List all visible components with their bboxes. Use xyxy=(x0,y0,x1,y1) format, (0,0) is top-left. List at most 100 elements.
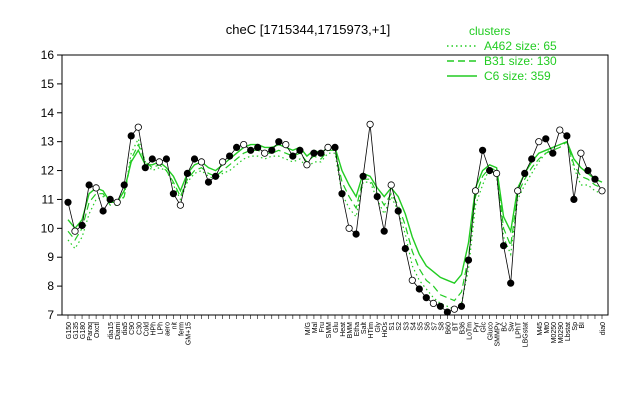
data-point xyxy=(450,305,458,313)
data-point xyxy=(190,155,199,163)
y-tick-label: 14 xyxy=(41,106,55,120)
data-point xyxy=(219,158,227,166)
x-tick-label: G150 xyxy=(66,322,73,339)
x-tick-label: C90 xyxy=(129,322,136,335)
x-tick-label: M0290 xyxy=(558,322,565,344)
legend-title: clusters xyxy=(469,24,510,38)
data-point xyxy=(387,181,395,189)
x-tick-label: M0250 xyxy=(551,322,558,344)
data-point xyxy=(507,279,515,287)
x-tick-label: S2 xyxy=(396,322,403,331)
data-point xyxy=(85,181,93,189)
data-point xyxy=(499,242,508,250)
data-point xyxy=(134,123,142,131)
data-point xyxy=(317,149,325,157)
data-point xyxy=(415,285,423,293)
y-tick-label: 11 xyxy=(42,192,55,206)
series-line-dashed xyxy=(67,140,603,302)
x-tick-label: HPh xyxy=(150,322,157,336)
data-point xyxy=(113,198,121,206)
data-point xyxy=(338,190,346,198)
y-tick-label: 12 xyxy=(41,164,55,178)
data-point xyxy=(296,146,304,154)
x-tick-label: Sw xyxy=(509,321,516,332)
y-tick-label: 16 xyxy=(41,48,55,62)
data-point xyxy=(92,184,100,192)
x-tick-label: Pyr xyxy=(474,321,481,332)
data-point xyxy=(556,126,564,134)
x-tick-label: G180 xyxy=(80,322,87,339)
x-tick-label: S6 xyxy=(424,322,431,331)
data-point xyxy=(78,221,86,229)
data-point xyxy=(197,158,206,166)
data-point xyxy=(254,143,262,151)
x-tick-label: M45 xyxy=(537,322,544,336)
x-tick-label: S4 xyxy=(410,322,417,331)
data-point xyxy=(212,172,220,180)
x-tick-label: dia5 xyxy=(122,322,129,335)
x-tick-label: S3 xyxy=(403,322,410,331)
x-tick-label: ferm xyxy=(178,322,185,336)
data-point xyxy=(549,149,557,157)
x-tick-label: Sp xyxy=(572,322,579,331)
x-tick-label: Gly xyxy=(375,322,382,333)
data-point xyxy=(155,158,163,166)
data-point xyxy=(120,181,128,189)
x-tick-label: Paraq xyxy=(87,322,94,341)
data-point xyxy=(106,195,114,203)
data-point xyxy=(598,187,606,195)
data-point xyxy=(162,155,170,163)
x-tick-label: Heat xyxy=(340,322,347,337)
x-tick-label: Mt0 xyxy=(544,322,551,334)
y-tick-label: 10 xyxy=(41,221,55,235)
x-tick-label: Glc xyxy=(481,322,488,333)
y-tick-label: 9 xyxy=(47,250,54,264)
x-tick-label: C30 xyxy=(136,322,143,335)
x-tick-label: S5 xyxy=(417,322,424,331)
y-tick-label: 15 xyxy=(41,77,55,91)
data-point xyxy=(127,132,135,140)
data-point xyxy=(261,149,269,157)
x-tick-label: GM+15 xyxy=(185,322,192,345)
x-tick-label: HiOs xyxy=(382,322,389,338)
x-tick-label: Etha xyxy=(354,322,361,337)
data-point xyxy=(169,190,177,198)
x-tick-label: M/G xyxy=(305,322,312,335)
data-point xyxy=(183,169,191,177)
data-point xyxy=(303,161,311,169)
data-point xyxy=(584,167,592,175)
x-tick-label: BT xyxy=(452,321,459,331)
x-tick-label: LPhT xyxy=(516,321,523,338)
data-point xyxy=(436,302,444,310)
data-point xyxy=(485,167,494,175)
data-point xyxy=(408,276,416,284)
plot-frame xyxy=(61,54,609,316)
x-tick-label: dia0 xyxy=(600,322,607,335)
x-tick-label: LPh xyxy=(157,322,164,335)
data-point xyxy=(310,149,318,157)
data-point xyxy=(240,141,248,149)
chart-title: cheC [1715344,1715973,+1] xyxy=(226,22,390,37)
data-point xyxy=(176,201,184,209)
x-tick-label: Oxctl xyxy=(94,322,101,338)
plot-area xyxy=(61,54,609,316)
data-point xyxy=(373,193,381,201)
x-axis: G150 G135 G180 Paraq Oxctl dia15 Diami dia5 C90 C… xyxy=(66,315,607,347)
data-point xyxy=(429,299,437,307)
x-tick-label: BI xyxy=(579,322,586,329)
data-point xyxy=(443,308,451,316)
series-line-solid xyxy=(67,140,603,285)
x-tick-label: aero xyxy=(164,322,171,336)
data-point xyxy=(464,256,473,264)
data-point xyxy=(275,138,283,146)
data-point xyxy=(268,146,276,154)
data-point xyxy=(71,227,79,235)
data-point xyxy=(345,224,353,232)
data-point xyxy=(289,152,297,160)
data-point xyxy=(471,187,480,195)
x-tick-label: HTim xyxy=(368,322,375,339)
data-point xyxy=(514,187,522,195)
data-point xyxy=(591,175,599,183)
x-tick-label: LBGstat xyxy=(523,322,530,347)
